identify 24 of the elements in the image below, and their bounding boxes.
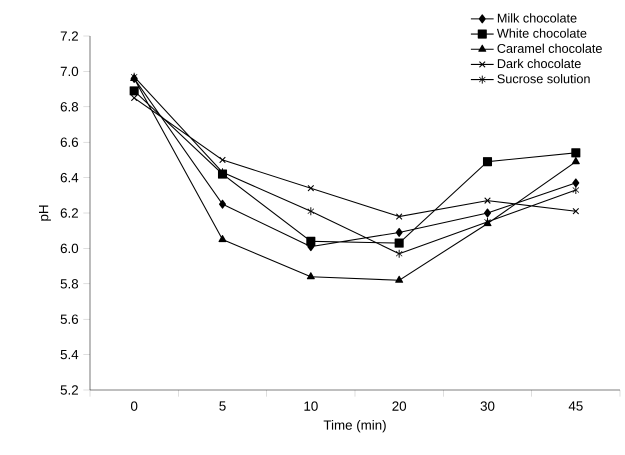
legend-label: Milk chocolate [498, 13, 577, 23]
x-tick-label: 45 [568, 401, 583, 411]
x-tick-label: 5 [219, 401, 226, 411]
y-axis-title: pH [38, 206, 51, 221]
y-tick-label: 6.4 [60, 172, 78, 182]
x-axis-title: Time (min) [324, 420, 386, 432]
y-tick-label: 6.2 [60, 208, 78, 218]
y-tick-label: 5.8 [60, 279, 78, 289]
y-tick-label: 7.0 [60, 66, 78, 76]
x-tick-label: 0 [130, 401, 138, 411]
x-tick-label: 20 [392, 401, 406, 411]
y-tick-label: 7.2 [60, 31, 78, 41]
y-tick-label: 6.0 [60, 244, 78, 254]
legend-label: Caramel chocolate [498, 44, 602, 53]
x-tick-label: 10 [304, 401, 318, 411]
y-tick-label: 6.6 [60, 137, 78, 147]
legend-label: Sucrose solution [497, 74, 590, 84]
legend-label: White chocolate [496, 28, 586, 38]
y-tick-label: 5.6 [60, 314, 78, 324]
y-tick-label: 5.2 [60, 385, 78, 395]
y-tick-label: 5.4 [60, 350, 78, 360]
legend-label: Dark chocolate [498, 58, 581, 68]
y-tick-label: 6.8 [60, 102, 78, 112]
x-tick-label: 30 [480, 401, 494, 411]
